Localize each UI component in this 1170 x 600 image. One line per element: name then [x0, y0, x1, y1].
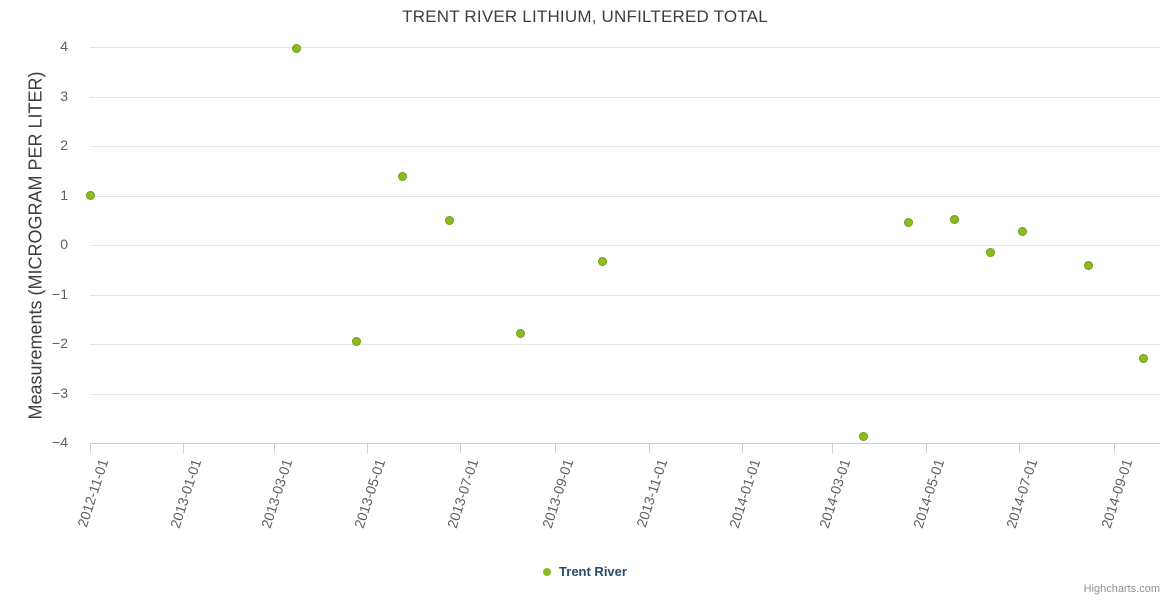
y-axis-tick-label: −2 [52, 335, 68, 351]
gridline [90, 47, 1160, 48]
x-axis-tick-label: 2013-05-01 [350, 457, 389, 531]
y-axis-tick-label: 3 [60, 87, 68, 104]
legend-item-label: Trent River [559, 564, 627, 580]
x-axis-tick [90, 444, 91, 453]
data-point[interactable] [351, 337, 361, 347]
x-axis-tick-label: 2014-03-01 [816, 457, 854, 531]
y-axis-tick-label: −4 [52, 434, 68, 450]
x-axis-tick [273, 444, 275, 453]
x-axis-tick-label: 2014-09-01 [1097, 457, 1136, 531]
data-point[interactable] [1138, 354, 1148, 364]
y-axis-tick-label: 2 [60, 137, 68, 153]
x-axis-tick [1114, 444, 1116, 453]
x-axis-tick [367, 444, 369, 453]
x-axis-tick [183, 444, 185, 453]
x-axis-tick-label: 2013-03-01 [257, 457, 295, 531]
plot-area [85, 43, 1160, 444]
x-axis-tick-label: 2013-09-01 [539, 457, 577, 531]
x-axis-tick-label: 2013-07-01 [444, 457, 482, 531]
x-axis-tick [555, 444, 557, 453]
data-point[interactable] [985, 248, 995, 258]
y-axis-tick-label: 4 [60, 38, 68, 54]
x-axis-tick-label: 2013-01-01 [167, 457, 205, 531]
y-axis-tick-label: 1 [60, 186, 68, 203]
x-axis-tick-label: 2014-01-01 [725, 457, 764, 531]
gridline [90, 146, 1160, 147]
x-axis-tick [925, 444, 927, 453]
x-axis-tick-label: 2014-05-01 [909, 457, 947, 531]
x-axis-tick [648, 444, 650, 453]
y-axis-tick-label: −3 [52, 384, 68, 401]
data-point[interactable] [598, 256, 608, 266]
data-point[interactable] [1017, 227, 1027, 237]
gridline [90, 393, 1160, 395]
x-axis-tick-label: 2014-07-01 [1003, 457, 1041, 531]
gridline [90, 245, 1160, 246]
data-point[interactable] [950, 214, 960, 224]
legend-marker-icon [543, 567, 552, 576]
x-axis-tick [1019, 444, 1021, 453]
data-point[interactable] [515, 328, 525, 338]
x-axis-tick [832, 444, 834, 453]
gridline [90, 195, 1160, 197]
x-axis-line [90, 443, 1160, 444]
data-point[interactable] [858, 432, 868, 442]
x-axis-tick-label: 2013-11-01 [632, 457, 670, 530]
gridline [90, 294, 1160, 296]
gridline [90, 96, 1160, 98]
y-axis-tick-label: −1 [52, 285, 68, 302]
data-point[interactable] [292, 43, 302, 53]
data-point[interactable] [904, 218, 914, 228]
chart-title: TRENT RIVER LITHIUM, UNFILTERED TOTAL [402, 7, 768, 26]
data-point[interactable] [397, 172, 407, 182]
x-axis-tick [460, 444, 462, 453]
credits-link[interactable]: Highcharts.com [1083, 583, 1160, 595]
y-axis-tick-label: 0 [60, 236, 68, 252]
x-axis-tick [742, 444, 744, 453]
data-point[interactable] [445, 216, 455, 226]
gridline [90, 344, 1160, 345]
data-point[interactable] [1083, 261, 1093, 271]
data-point[interactable] [85, 191, 95, 200]
chart-legend: Trent River [0, 563, 1170, 581]
legend-item[interactable]: Trent River [543, 563, 627, 581]
x-axis-tick-label: 2012-11-01 [74, 457, 112, 530]
